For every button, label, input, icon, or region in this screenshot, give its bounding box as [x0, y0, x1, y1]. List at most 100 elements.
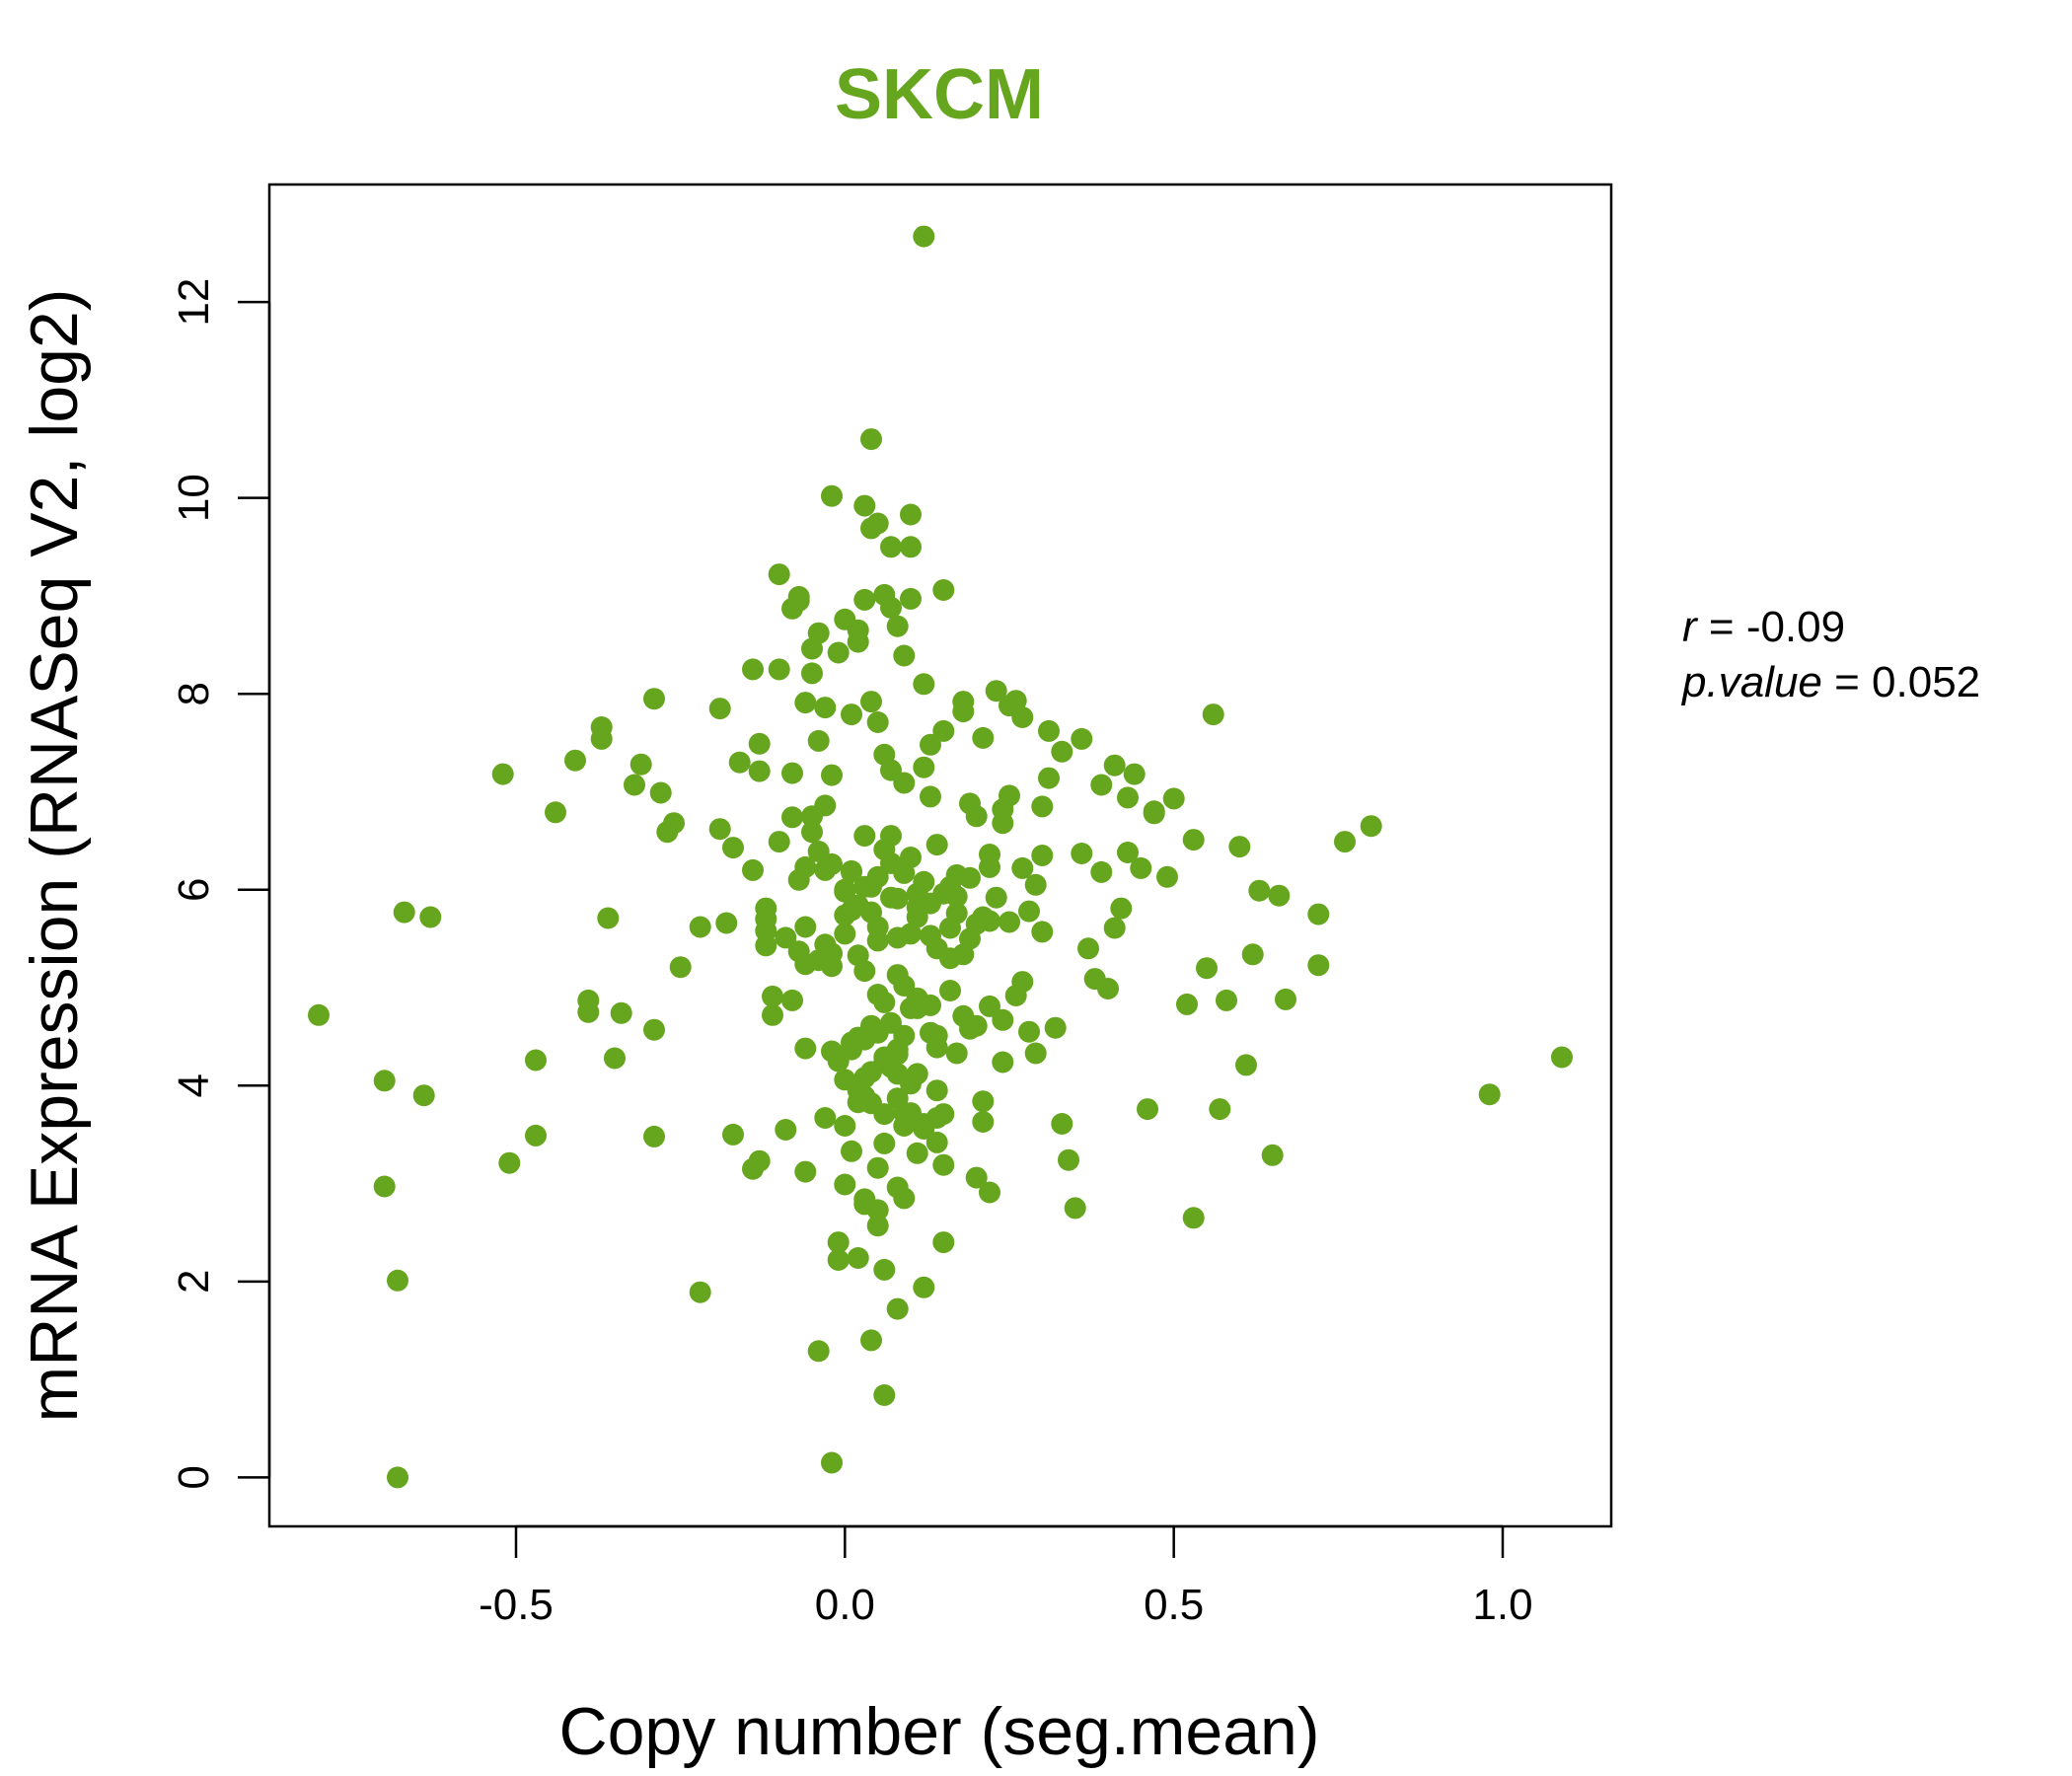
data-point: [801, 662, 823, 685]
data-point: [827, 1231, 850, 1254]
data-point: [999, 784, 1020, 807]
data-point: [597, 907, 620, 929]
data-point: [965, 805, 988, 828]
data-point: [873, 1384, 896, 1406]
data-point: [821, 764, 843, 786]
data-point: [762, 1003, 783, 1026]
data-point: [419, 906, 442, 928]
data-point: [1031, 845, 1054, 866]
data-point: [768, 658, 790, 681]
data-point: [1097, 978, 1119, 999]
data-point: [932, 1103, 955, 1126]
data-point: [807, 729, 830, 752]
data-point: [794, 692, 817, 714]
data-point: [1090, 860, 1113, 883]
correlation-annotation: r = -0.09 p.value = 0.052: [1680, 603, 1980, 706]
data-point: [841, 703, 862, 726]
data-point: [893, 1187, 916, 1210]
data-point: [1261, 1144, 1284, 1166]
data-point: [853, 588, 876, 611]
data-point: [781, 762, 803, 784]
data-point: [972, 906, 995, 928]
data-point: [893, 644, 916, 667]
data-point: [498, 1151, 521, 1174]
data-point: [873, 743, 896, 766]
data-point: [866, 916, 889, 938]
data-point: [880, 1056, 902, 1078]
data-point: [979, 1181, 1000, 1204]
data-point: [834, 878, 856, 901]
data-point: [886, 1087, 909, 1110]
data-point: [1182, 829, 1205, 851]
r-value: -0.09: [1746, 603, 1845, 651]
data-point: [577, 1000, 600, 1023]
data-point: [925, 1036, 948, 1059]
data-point: [873, 991, 896, 1013]
data-point: [1011, 706, 1034, 728]
data-point: [1551, 1046, 1573, 1069]
data-point: [906, 1142, 928, 1164]
data-point: [932, 1231, 955, 1254]
data-point: [920, 733, 941, 756]
data-point: [853, 960, 876, 983]
x-tick-label: 1.0: [1472, 1581, 1532, 1629]
data-point: [1071, 727, 1093, 750]
data-point: [866, 1021, 889, 1044]
data-point: [781, 597, 803, 620]
data-point: [590, 727, 613, 750]
x-axis-label: Copy number (seg.mean): [558, 1694, 1319, 1769]
data-point: [814, 697, 837, 719]
data-point: [853, 825, 876, 848]
data-point: [913, 1276, 935, 1298]
data-point: [1090, 774, 1113, 796]
data-point: [1156, 865, 1178, 888]
plot-frame: [267, 183, 1613, 1528]
data-point: [945, 885, 968, 908]
p-annotation: p.value = 0.052: [1680, 658, 1980, 706]
data-point: [834, 1115, 856, 1137]
data-point: [900, 503, 922, 526]
data-point: [1196, 957, 1218, 980]
data-point: [1024, 873, 1047, 896]
data-point: [768, 563, 790, 586]
data-point: [1117, 842, 1139, 863]
data-point: [814, 933, 837, 956]
x-tick-label: 0.5: [1144, 1581, 1204, 1629]
data-point: [886, 1297, 909, 1320]
data-point: [827, 1050, 850, 1073]
data-point: [610, 1001, 632, 1024]
data-point: [985, 680, 1007, 703]
data-point: [827, 641, 850, 664]
data-point: [965, 1166, 988, 1189]
data-point: [821, 852, 843, 875]
data-point: [629, 753, 652, 776]
data-point: [952, 701, 975, 723]
data-point: [1130, 856, 1152, 879]
data-point: [748, 732, 771, 755]
data-point: [393, 901, 415, 924]
y-tick-label: 12: [170, 278, 218, 327]
data-points: [308, 225, 1573, 1489]
data-point: [1216, 989, 1237, 1011]
data-point: [748, 1149, 771, 1172]
data-point: [1103, 917, 1126, 939]
data-point: [939, 980, 961, 1001]
data-point: [827, 1249, 850, 1271]
data-point: [308, 1003, 330, 1026]
data-point: [387, 1269, 408, 1292]
data-point: [853, 1193, 876, 1216]
data-point: [775, 1119, 797, 1141]
data-point: [834, 1173, 856, 1196]
data-point: [624, 774, 645, 796]
data-point: [925, 937, 948, 960]
data-point: [913, 756, 935, 778]
data-point: [1241, 943, 1264, 966]
data-point: [979, 844, 1000, 865]
data-point: [1334, 831, 1356, 853]
data-point: [925, 1079, 948, 1102]
data-point: [643, 1018, 665, 1041]
y-tick-label: 4: [170, 1073, 218, 1097]
data-point: [920, 994, 941, 1016]
